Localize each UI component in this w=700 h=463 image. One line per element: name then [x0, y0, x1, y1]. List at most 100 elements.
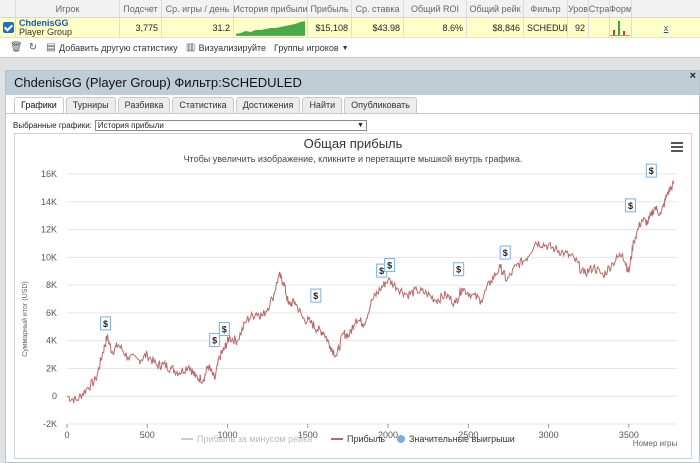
- big-win-marker[interactable]: $: [218, 321, 230, 336]
- legend-item-profit[interactable]: Прибыль: [347, 434, 385, 444]
- x-tick-label: 1000: [218, 430, 238, 440]
- y-tick-label: 2K: [46, 363, 57, 373]
- big-win-marker[interactable]: $: [645, 163, 657, 178]
- add-stats-button[interactable]: ▤ Добавить другую статистику: [46, 43, 177, 54]
- close-icon[interactable]: ×: [689, 70, 696, 82]
- big-win-marker[interactable]: $: [384, 258, 396, 273]
- tab-find[interactable]: Найти: [302, 97, 343, 113]
- player-panel: ChdenisGG (Player Group) Фильтр:SCHEDULE…: [5, 70, 700, 463]
- y-axis-label: Суммарный итог (USD): [21, 281, 29, 357]
- checkbox-checked-icon[interactable]: [3, 22, 14, 33]
- tab-tournaments[interactable]: Турниры: [65, 97, 116, 113]
- header-form[interactable]: Форм: [610, 0, 632, 17]
- tab-charts[interactable]: Графики: [14, 97, 64, 113]
- chart-y-ticks: -2K 0 2K 4K 6K 8K 10K 12K 14K 16K: [41, 169, 57, 429]
- player-groups-dropdown[interactable]: Группы игроков ▼: [274, 43, 349, 53]
- chart-select-label: Выбранные графики:: [13, 121, 92, 130]
- row-filter: SCHEDULE: [524, 18, 568, 37]
- row-count: 3,775: [120, 18, 162, 37]
- row-level: 92: [568, 18, 589, 37]
- big-win-marker[interactable]: $: [499, 245, 511, 260]
- hamburger-menu-icon[interactable]: [671, 142, 683, 152]
- stats-table-header: Игрок Подсчет Ср. игры / день История пр…: [0, 0, 700, 18]
- header-remove-col: [632, 0, 700, 17]
- header-profit-history[interactable]: История прибыли: [234, 0, 308, 17]
- visualize-button[interactable]: ▥ Визуализируйте: [185, 42, 266, 54]
- big-win-marker-label: $: [503, 248, 508, 258]
- big-win-marker-label: $: [456, 265, 461, 275]
- panel-title: ChdenisGG (Player Group) Фильтр:SCHEDULE…: [14, 75, 302, 90]
- row-profit-sparkline: [234, 18, 308, 37]
- header-count[interactable]: Подсчет: [120, 0, 162, 17]
- y-tick-label: 10K: [41, 252, 57, 262]
- tab-statistics[interactable]: Статистика: [172, 97, 234, 113]
- y-tick-label: 0: [52, 391, 57, 401]
- x-tick-label: 1500: [298, 430, 318, 440]
- header-roi[interactable]: Общий ROI: [404, 0, 467, 17]
- header-avg-stake[interactable]: Ср. ставка: [352, 0, 404, 17]
- profit-series-line[interactable]: [66, 180, 675, 404]
- row-form-bars: [610, 18, 632, 37]
- header-filter[interactable]: Фильтр: [524, 0, 568, 17]
- row-roi: 8.6%: [404, 18, 467, 37]
- panel-tabs: Графики Турниры Разбивка Статистика Дост…: [14, 97, 417, 113]
- header-stra[interactable]: Стра: [589, 0, 610, 17]
- chart-icon: ▥: [185, 42, 196, 53]
- form-bars-graphic: [610, 20, 630, 36]
- player-name-link[interactable]: ChdenisGG: [19, 18, 69, 28]
- chart-title: Общая прибыль: [304, 136, 403, 151]
- row-stra: [589, 18, 610, 37]
- visualize-label: Визуализируйте: [198, 43, 266, 53]
- big-win-marker-label: $: [387, 261, 392, 271]
- y-tick-label: 8K: [46, 280, 57, 290]
- big-win-markers: $$$$$$ $$$$: [100, 163, 657, 348]
- x-tick-label: 2500: [458, 430, 478, 440]
- x-axis-label: Номер игры: [633, 439, 678, 448]
- x-tick-label: 3500: [619, 430, 639, 440]
- chart-gridlines: [67, 173, 677, 425]
- big-win-marker-label: $: [212, 336, 217, 346]
- big-win-marker[interactable]: $: [453, 262, 465, 277]
- big-win-marker[interactable]: $: [310, 288, 322, 303]
- header-player[interactable]: Игрок: [16, 0, 120, 17]
- chart-select[interactable]: История прибыли ▼: [94, 120, 367, 131]
- chevron-down-icon: ▼: [356, 122, 364, 129]
- tab-publish[interactable]: Опубликовать: [344, 97, 417, 113]
- chart-select-value: История прибыли: [97, 121, 164, 130]
- stats-table: Игрок Подсчет Ср. игры / день История пр…: [0, 0, 700, 58]
- legend-item-big-wins[interactable]: Значительные выигрыши: [409, 434, 515, 444]
- header-rake[interactable]: Общий рейк: [467, 0, 524, 17]
- row-checkbox[interactable]: [0, 18, 16, 37]
- big-win-marker-label: $: [379, 266, 384, 276]
- y-tick-label: 4K: [46, 336, 57, 346]
- tab-breakdown[interactable]: Разбивка: [117, 97, 171, 113]
- row-remove-link[interactable]: x: [663, 22, 669, 33]
- header-level[interactable]: Уров: [568, 0, 589, 17]
- chart-select-row: Выбранные графики: История прибыли ▼: [13, 120, 367, 131]
- big-win-marker[interactable]: $: [209, 333, 221, 348]
- row-player-cell[interactable]: ChdenisGG Player Group: [16, 18, 120, 37]
- stats-toolbar: 🗑 ↻ ▤ Добавить другую статистику ▥ Визуа…: [0, 38, 700, 58]
- big-win-marker-label: $: [222, 324, 227, 334]
- tabs-divider: [6, 113, 699, 114]
- profit-chart[interactable]: Общая прибыль Чтобы увеличить изображени…: [14, 133, 692, 459]
- player-group-label: Player Group: [19, 26, 73, 37]
- chevron-down-icon: ▼: [341, 44, 349, 52]
- row-avg-games-day: 31.2: [162, 18, 234, 37]
- chart-legend: Прибыль за минусом рейка Прибыль Значите…: [181, 434, 515, 444]
- big-win-marker[interactable]: $: [100, 316, 112, 331]
- profit-sparkline: [236, 20, 305, 36]
- tab-achievements[interactable]: Достижения: [235, 97, 301, 113]
- player-groups-label: Группы игроков: [274, 43, 339, 53]
- header-avg-games-day[interactable]: Ср. игры / день: [162, 0, 234, 17]
- x-tick-label: 0: [64, 430, 69, 440]
- legend-item-net-profit[interactable]: Прибыль за минусом рейка: [197, 434, 312, 444]
- chart-canvas[interactable]: Общая прибыль Чтобы увеличить изображени…: [15, 134, 691, 458]
- row-rake: $8,846: [467, 18, 524, 37]
- x-tick-label: 500: [140, 430, 155, 440]
- refresh-icon[interactable]: ↻: [28, 42, 38, 53]
- table-row[interactable]: ChdenisGG Player Group 3,775 31.2 $15,10…: [0, 18, 700, 38]
- big-win-marker[interactable]: $: [624, 198, 636, 213]
- header-profit[interactable]: Прибыль: [308, 0, 352, 17]
- trash-icon[interactable]: 🗑: [10, 42, 23, 53]
